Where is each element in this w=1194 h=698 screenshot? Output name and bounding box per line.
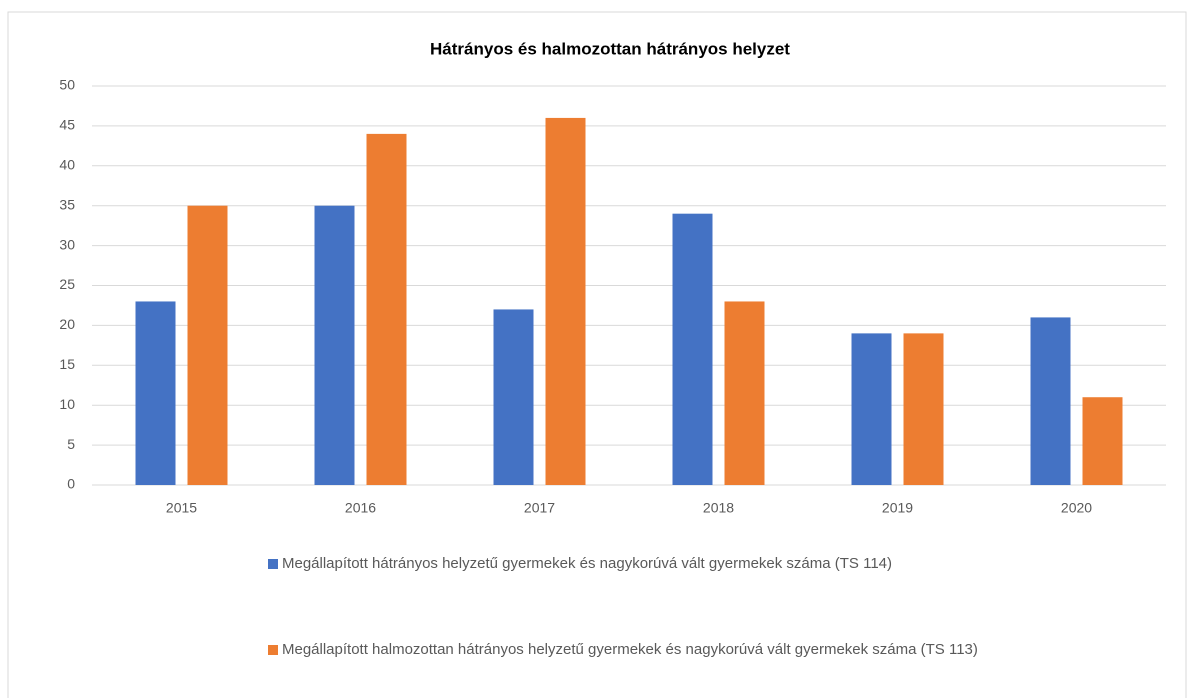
legend-item: Megállapított hátrányos helyzetű gyermek… [268,553,1002,575]
y-tick-label: 30 [59,236,75,252]
bar [314,205,355,485]
legend-label: Megállapított halmozottan hátrányos hely… [282,641,978,658]
bar [724,301,765,485]
bar [1082,397,1123,485]
y-tick-label: 15 [59,356,75,372]
legend-label: Megállapított hátrányos helyzetű gyermek… [282,555,893,572]
x-tick-label: 2020 [1061,500,1092,516]
legend-item: Megállapított halmozottan hátrányos hely… [268,639,1002,661]
legend-swatch [268,559,278,569]
x-tick-label: 2016 [345,500,376,516]
legend-swatch [268,645,278,655]
x-tick-label: 2019 [882,500,913,516]
y-tick-label: 0 [67,476,75,492]
bar [366,133,407,485]
bar [851,333,892,485]
y-tick-label: 25 [59,276,75,292]
y-tick-label: 50 [59,77,75,93]
y-tick-label: 35 [59,196,75,212]
bar [545,117,586,486]
x-tick-label: 2017 [524,500,555,516]
x-tick-label: 2015 [166,500,197,516]
x-tick-label: 2018 [703,500,734,516]
chart-border [7,11,1187,698]
y-tick-label: 10 [59,396,75,412]
y-tick-label: 20 [59,316,75,332]
y-tick-label: 5 [67,436,75,452]
y-tick-label: 45 [59,117,75,133]
bar [135,301,176,485]
bar [187,205,228,485]
bar [903,333,944,485]
bar [493,309,534,485]
bar [1030,317,1071,485]
y-tick-label: 40 [59,157,75,173]
bar [672,213,713,485]
chart-title: Hátrányos és halmozottan hátrányos helyz… [430,39,790,58]
